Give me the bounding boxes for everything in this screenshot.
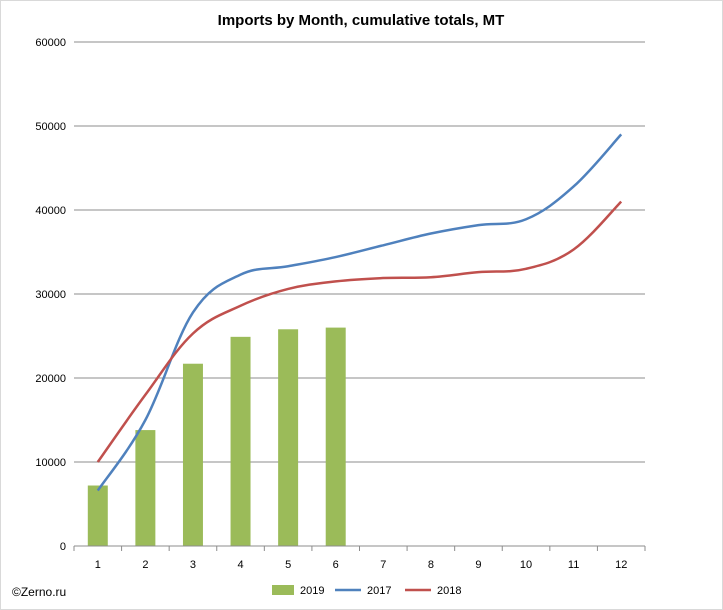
- chart-title: Imports by Month, cumulative totals, MT: [218, 12, 505, 29]
- legend-label-2017: 2017: [367, 585, 391, 597]
- x-tick-label: 12: [615, 559, 627, 571]
- line-series: [96, 133, 623, 492]
- legend-label-2018: 2018: [437, 585, 461, 597]
- x-axis-ticks: 1 2 3 4 5 6 7 8 9 10 11 12: [95, 559, 628, 571]
- bar-2019-1: [87, 485, 108, 546]
- bar-2019-6: [325, 327, 346, 546]
- x-tick-label: 8: [428, 559, 434, 571]
- y-axis-ticks: 0 10000 20000 30000 40000 50000 60000: [35, 37, 66, 553]
- x-tick-label: 9: [475, 559, 481, 571]
- gridlines: [74, 41, 645, 463]
- legend: 2019 2017 2018: [272, 585, 461, 597]
- bar-2019-2: [135, 430, 156, 546]
- x-tick-label: 5: [285, 559, 291, 571]
- x-tick-label: 11: [568, 559, 579, 571]
- bar-series: [87, 327, 346, 546]
- credit-text: ©Zerno.ru: [12, 585, 66, 599]
- legend-swatch-2019: [272, 585, 294, 595]
- x-tick-label: 7: [380, 559, 386, 571]
- x-tick-label: 6: [333, 559, 339, 571]
- x-tick-label: 2: [142, 559, 148, 571]
- bar-2019-5: [278, 329, 299, 546]
- bar-2019-3: [182, 363, 203, 546]
- bar-2019-4: [230, 336, 251, 546]
- x-tick-label: 1: [95, 559, 101, 571]
- x-axis: [73, 545, 646, 551]
- y-tick-label: 60000: [35, 37, 66, 49]
- y-tick-label: 20000: [35, 373, 66, 385]
- x-tick-label: 3: [190, 559, 196, 571]
- x-tick-label: 4: [237, 559, 243, 571]
- legend-label-2019: 2019: [300, 585, 324, 597]
- x-tick-label: 10: [520, 559, 532, 571]
- y-tick-label: 0: [60, 541, 66, 553]
- line-series-2017: [96, 133, 623, 492]
- y-tick-label: 50000: [35, 121, 66, 133]
- line-series-2018: [96, 200, 623, 463]
- y-tick-label: 30000: [35, 289, 66, 301]
- y-tick-label: 10000: [35, 457, 66, 469]
- y-tick-label: 40000: [35, 205, 66, 217]
